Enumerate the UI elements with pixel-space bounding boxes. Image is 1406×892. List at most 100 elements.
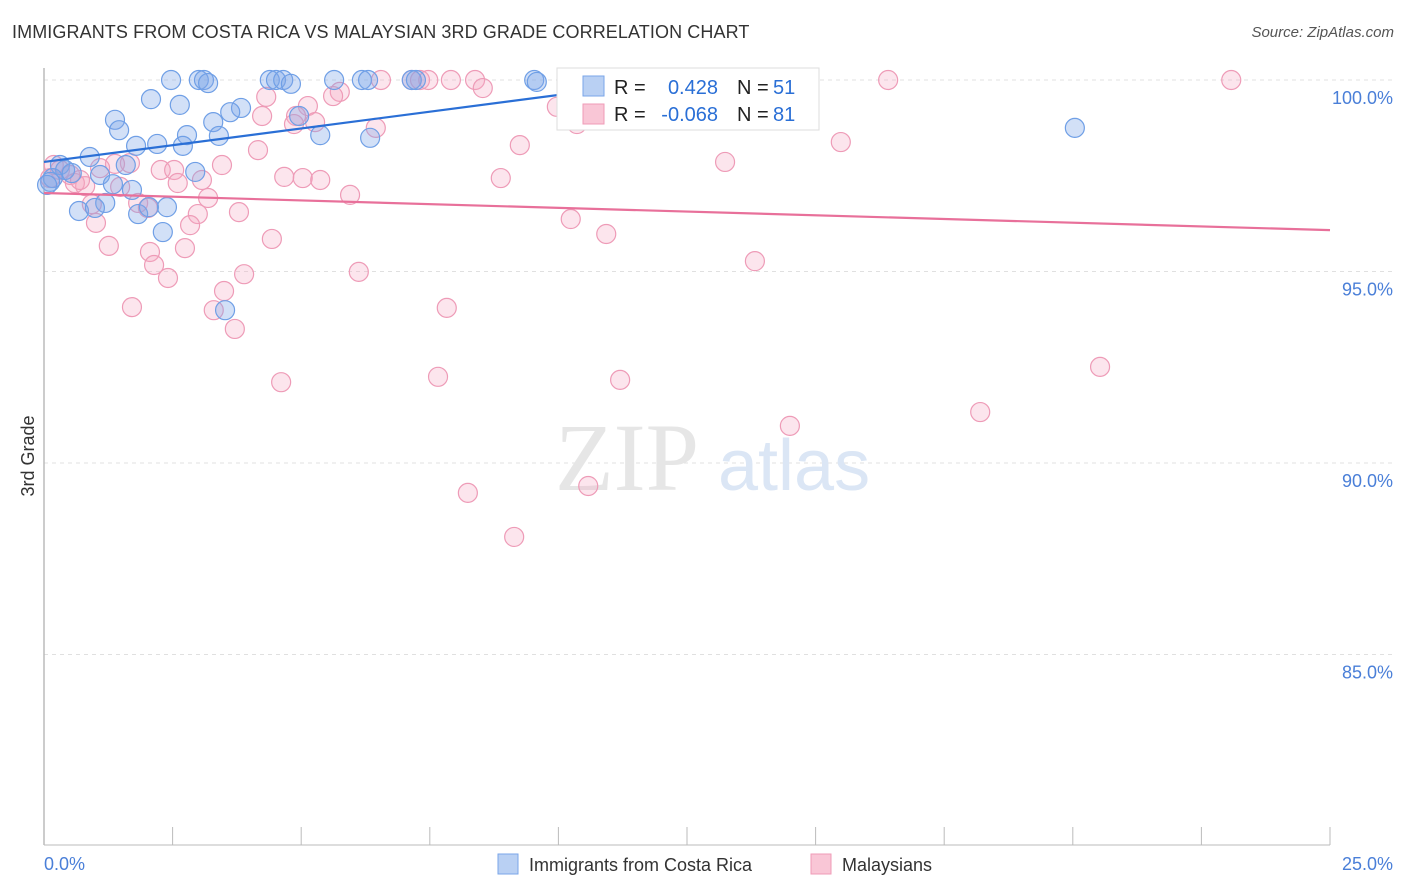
malaysians-point [128,192,149,214]
malaysians-point [970,401,991,423]
costa-rica-point [40,171,61,192]
costa-rica-point [147,133,168,155]
malaysians-point [228,202,250,223]
costa-rica-point [115,154,136,176]
costa-rica-point [140,89,162,110]
y-tick-label: 95.0% [1342,280,1393,300]
watermark-zip: ZIP [555,404,699,511]
legend-r-value-2: -0.068 [661,104,718,126]
malaysians-point [610,369,631,390]
legend-n-value-2: 81 [773,104,795,126]
costa-rica-point [84,197,106,219]
malaysians-point [104,153,126,174]
malaysians-point [509,135,530,156]
malaysians-point [878,69,899,91]
costa-rica-point [160,69,182,91]
costa-rica-point [176,125,198,146]
legend-r-label-1: R = [614,77,646,99]
costa-rica-point [95,192,116,214]
malaysians-point [472,77,493,99]
y-tick-label: 85.0% [1342,663,1393,683]
trend-line [43,191,1331,232]
malaysians-point [490,167,511,189]
costa-rica-point [109,120,130,141]
costa-rica-point [104,109,126,130]
malaysians-point [203,300,224,321]
malaysians-point [89,157,111,179]
legend-r-value-1: 0.428 [668,77,718,99]
malaysians-point [211,154,233,176]
costa-rica-point [220,102,241,123]
malaysians-point [427,366,449,387]
x-tick-label-min: 0.0% [44,854,85,874]
malaysians-point [1221,69,1242,91]
malaysians-point [167,172,188,194]
y-tick-labels: 100.0% 95.0% 90.0% 85.0% [1332,88,1393,683]
costa-rica-point [172,135,193,156]
malaysians-point [440,69,461,91]
costa-rica-point [1064,117,1085,138]
costa-rica-point [61,162,82,184]
legend-r-label-2: R = [614,104,646,126]
malaysians-point [247,139,269,161]
costa-rica-point [230,97,252,119]
series-costa-rica [36,69,1085,321]
legend-swatch-blue [582,75,605,97]
malaysians-point [504,526,525,548]
malaysians-point [348,261,369,282]
malaysians-point [191,169,213,191]
costa-rica-point [125,135,147,156]
malaysians-point [179,215,201,236]
costa-rica-point [351,69,372,91]
y-axis-label: 3rd Grade [18,415,38,496]
bottom-legend: Immigrants from Costa Rica Malaysians [497,853,932,875]
costa-rica-point [36,174,58,196]
legend-n-label-1: N = [737,77,769,99]
malaysians-point [457,482,478,503]
legend-label-costa-rica: Immigrants from Costa Rica [529,855,753,875]
malaysians-point [187,203,208,225]
watermark-atlas: atlas [718,426,870,506]
costa-rica-point [197,72,219,94]
malaysians-point [139,241,161,263]
malaysians-point [261,228,282,250]
costa-rica-point [68,200,90,222]
malaysians-point [339,184,361,205]
malaysians-point [779,415,800,436]
malaysians-point [714,151,736,173]
legend-swatch-pink [582,103,605,125]
malaysians-point [85,212,107,233]
malaysians-point [98,235,119,256]
costa-rica-point [128,203,149,225]
y-tick-label: 90.0% [1342,471,1393,491]
legend-n-value-1: 51 [773,77,795,99]
stats-legend: R = 0.428 N = 51 R = -0.068 N = 81 [556,67,820,131]
costa-rica-point [360,127,381,148]
costa-rica-point [265,69,287,91]
malaysians-point [560,208,581,230]
costa-rica-point [208,125,229,147]
malaysians-point [157,267,179,289]
malaysians-point [174,238,196,259]
legend-n-label-2: N = [737,104,769,126]
costa-rica-point [310,125,331,146]
malaysians-point [830,131,851,153]
costa-rica-point [357,69,379,91]
costa-rica-point [405,69,427,91]
costa-rica-point [169,94,190,115]
x-ticks [172,827,1331,845]
malaysians-point [744,251,766,272]
malaysians-point [271,372,292,393]
malaysians-point [234,264,255,285]
source-label: Source: ZipAtlas.com [1251,24,1394,41]
malaysians-point [464,69,486,91]
malaysians-point [69,169,91,191]
costa-rica-point [526,71,547,93]
costa-rica-point [289,105,310,127]
y-tick-label: 100.0% [1332,88,1393,108]
malaysians-point [164,159,185,181]
x-tick-label-max: 25.0% [1342,854,1393,874]
costa-rica-point [324,69,345,91]
costa-rica-point [152,221,173,243]
